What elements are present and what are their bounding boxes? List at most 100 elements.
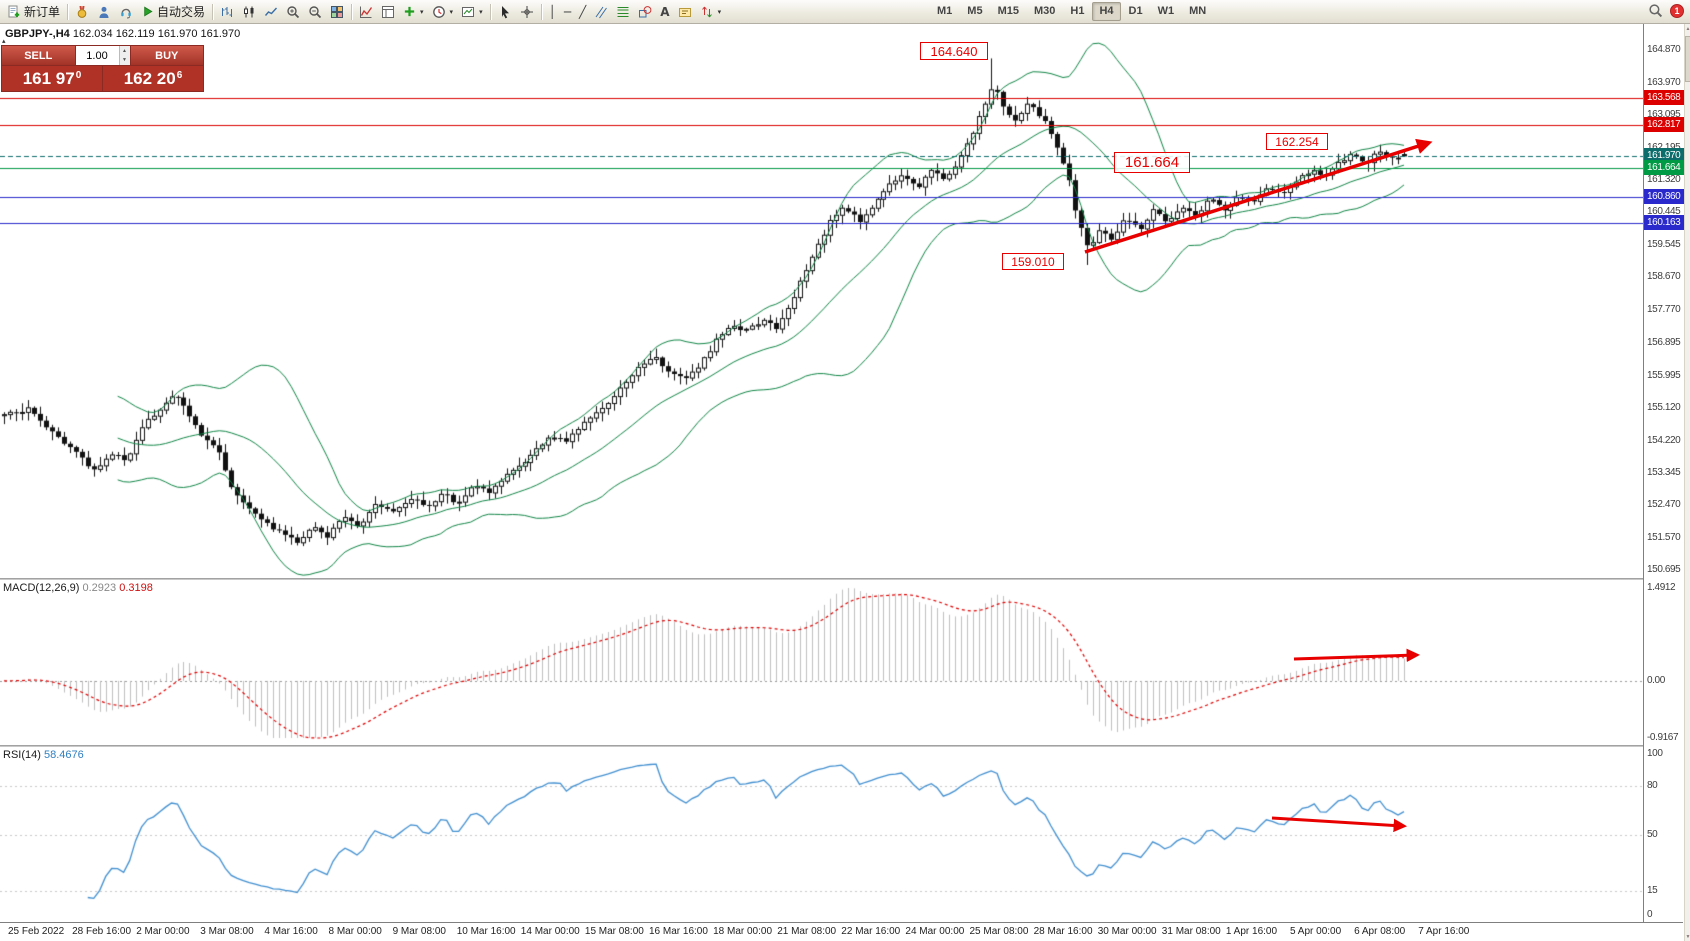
- price-axis-tick: 150.695: [1647, 564, 1681, 575]
- new-order-icon: [8, 5, 20, 17]
- price-axis-tick: 158.670: [1647, 271, 1681, 283]
- rsi-axis-tick: 80: [1647, 780, 1658, 792]
- buy-button[interactable]: BUY: [130, 46, 203, 65]
- toolbar: 新订单 自动交易 ▾ ▾ ▾ │ ─ ╱ A ▾: [0, 0, 1690, 24]
- community-button[interactable]: [93, 2, 115, 22]
- bar-chart-button[interactable]: [216, 2, 238, 22]
- plus-icon: [404, 6, 415, 17]
- indicators-button[interactable]: [355, 2, 377, 22]
- macd-indicator-pane[interactable]: [0, 580, 1643, 745]
- annotation-swing-low[interactable]: 159.010: [1002, 253, 1064, 270]
- shapes-icon: [639, 5, 652, 17]
- line-chart-button[interactable]: [260, 2, 282, 22]
- trendline-button[interactable]: ╱: [575, 2, 590, 22]
- timeframe-button-d1[interactable]: D1: [1128, 5, 1143, 17]
- pane-separator[interactable]: [0, 745, 1683, 747]
- timeframe-button-mn[interactable]: MN: [1189, 5, 1207, 17]
- scrollbar-thumb[interactable]: [1685, 36, 1690, 82]
- annotation-recent-high[interactable]: 162.254: [1266, 133, 1328, 150]
- timeframe-button-h4[interactable]: H4: [1092, 2, 1121, 21]
- vertical-scrollbar[interactable]: ▲ ▼: [1684, 24, 1690, 941]
- ask-main-digits: 162 20: [123, 68, 176, 88]
- rsi-axis-tick: 50: [1647, 828, 1658, 840]
- notification-badge[interactable]: 1: [1670, 3, 1684, 18]
- sell-button[interactable]: SELL: [2, 46, 75, 65]
- one-click-collapse-toggle[interactable]: ▴: [2, 38, 6, 45]
- timeframe-button-w1[interactable]: W1: [1157, 5, 1175, 17]
- lot-size-input[interactable]: [75, 46, 119, 65]
- periods-button[interactable]: ▾: [428, 2, 458, 22]
- time-axis-label: 10 Mar 16:00: [456, 926, 516, 937]
- timeframe-button-m15[interactable]: M15: [997, 5, 1019, 17]
- symbol-label: GBPJPY-,H4: [5, 28, 70, 40]
- play-icon: [144, 6, 153, 17]
- rsi-name: RSI(14): [3, 749, 41, 761]
- tile-windows-button[interactable]: [326, 2, 348, 22]
- text-icon: A: [660, 4, 670, 19]
- timeframe-button-m30[interactable]: M30: [1033, 5, 1056, 17]
- price-tag-163.568: 163.568: [1644, 90, 1684, 105]
- horizontal-line-button[interactable]: ─: [560, 2, 575, 22]
- candlestick-chart-button[interactable]: [238, 2, 260, 22]
- timeframe-button-m5[interactable]: M5: [967, 5, 983, 17]
- fibonacci-button[interactable]: [612, 2, 634, 22]
- time-axis-label: 30 Mar 00:00: [1097, 926, 1157, 937]
- zoom-out-button[interactable]: [304, 2, 326, 22]
- medal-icon: [77, 5, 87, 18]
- text-label-button[interactable]: [674, 2, 696, 22]
- annotation-text: 161.664: [1124, 154, 1180, 171]
- arrows-tool-button[interactable]: ▾: [696, 2, 726, 22]
- main-price-chart[interactable]: [0, 24, 1643, 578]
- bid-main-digits: 161 97: [22, 68, 75, 88]
- annotation-trend-level[interactable]: 161.664: [1114, 152, 1190, 173]
- scroll-down-arrow-icon[interactable]: ▼: [1685, 933, 1690, 940]
- scroll-up-arrow-icon[interactable]: ▲: [1685, 25, 1690, 32]
- templates-button[interactable]: ▾: [457, 2, 487, 22]
- macd-signal-value: 0.3198: [119, 582, 153, 594]
- ohlc-values: 162.034 162.119 161.970 161.970: [72, 28, 241, 40]
- toolbar-right-group: 1: [1648, 3, 1684, 18]
- ask-price[interactable]: 162 20 6: [103, 66, 203, 91]
- time-axis-label: 16 Mar 16:00: [649, 926, 708, 937]
- time-axis[interactable]: 25 Feb 2022 28 Feb 16:00 2 Mar 00:00 3 Mar …: [0, 922, 1683, 941]
- chevron-down-icon: ▾: [420, 8, 424, 16]
- cursor-button[interactable]: [494, 2, 516, 22]
- rsi-label: RSI(14) 58.4676: [3, 749, 84, 761]
- new-order-button[interactable]: 新订单: [3, 2, 64, 22]
- pane-separator[interactable]: [0, 578, 1683, 580]
- zoom-in-icon: [287, 5, 300, 18]
- macd-axis-tick: 0.00: [1647, 674, 1665, 686]
- text-button[interactable]: A: [656, 2, 673, 22]
- shapes-button[interactable]: [634, 2, 656, 22]
- timeframe-button-h1[interactable]: H1: [1070, 5, 1085, 17]
- crosshair-button[interactable]: [516, 2, 538, 22]
- price-axis-tick: 159.545: [1647, 239, 1681, 251]
- channel-button[interactable]: [590, 2, 612, 22]
- timeframe-button-m1[interactable]: M1: [937, 5, 953, 17]
- price-axis-tick: 156.895: [1647, 336, 1681, 348]
- zoom-in-button[interactable]: [282, 2, 304, 22]
- price-tag-162.817: 162.817: [1644, 117, 1684, 132]
- vertical-line-button[interactable]: │: [545, 2, 560, 22]
- medal-button[interactable]: [71, 2, 93, 22]
- search-icon[interactable]: [1648, 3, 1663, 18]
- price-axis[interactable]: 164.870 163.970 163.095 162.195 161.320 160.4…: [1643, 24, 1684, 922]
- trendline-icon: ╱: [579, 4, 587, 19]
- lot-increase-button[interactable]: ▲: [119, 46, 130, 56]
- add-indicator-button[interactable]: ▾: [399, 2, 428, 22]
- macd-main-value: 0.2923: [82, 582, 117, 594]
- autotrading-button[interactable]: 自动交易: [137, 2, 209, 22]
- rsi-indicator-pane[interactable]: [0, 747, 1643, 922]
- time-axis-label: 8 Mar 00:00: [328, 926, 382, 937]
- price-axis-tick: 154.220: [1647, 434, 1681, 446]
- time-axis-label: 9 Mar 08:00: [392, 926, 446, 937]
- support-button[interactable]: [115, 2, 137, 22]
- text-label-icon: [678, 7, 691, 17]
- data-window-button[interactable]: [377, 2, 399, 22]
- time-axis-label: 1 Apr 16:00: [1225, 926, 1278, 937]
- bid-price[interactable]: 161 97 0: [2, 66, 103, 91]
- lot-decrease-button[interactable]: ▼: [119, 55, 130, 65]
- time-axis-label: 25 Feb 2022: [8, 926, 65, 937]
- annotation-peak-price[interactable]: 164.640: [920, 42, 988, 60]
